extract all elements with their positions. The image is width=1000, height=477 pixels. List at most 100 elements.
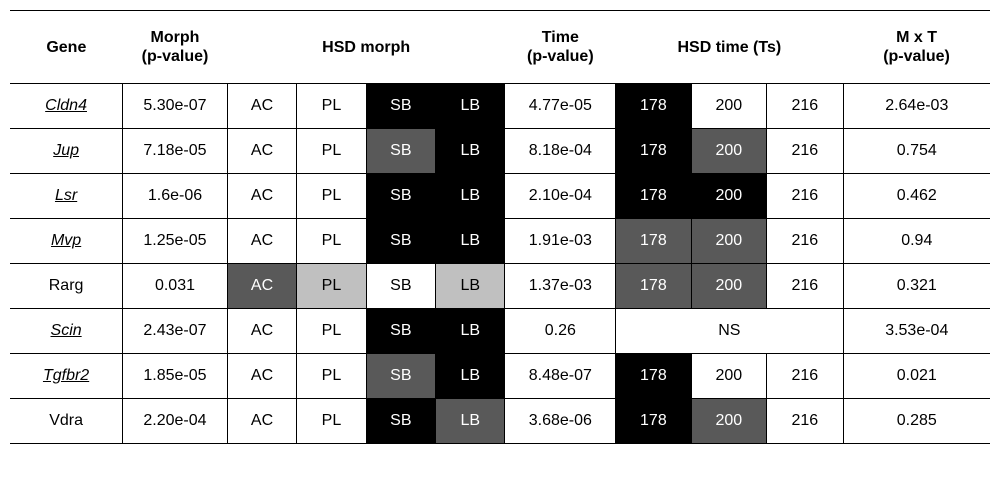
morph-pvalue-cell: 5.30e-07	[122, 83, 228, 129]
time-pvalue-cell: 8.18e-04	[504, 128, 617, 174]
mxt-pvalue-cell: 0.285	[842, 398, 990, 444]
hsd-time-200-cell: 200	[690, 83, 768, 129]
hsd-time-200-cell: 200	[690, 173, 768, 219]
hsd-morph-sb-cell: SB	[365, 308, 437, 354]
hsd-time-200-cell: 200	[690, 128, 768, 174]
header-mxt: M x T (p-value)	[843, 11, 990, 84]
table-row: Mvp 1.25e-05 AC PL SB LB 1.91e-03 178 200 216 0.94	[10, 218, 990, 264]
time-pvalue-cell: 4.77e-05	[504, 83, 617, 129]
hsd-morph-ac-cell: AC	[226, 218, 298, 264]
hsd-time-216-cell: 216	[766, 83, 844, 129]
gene-cell: Lsr	[10, 173, 124, 219]
hsd-time-178-cell: 178	[615, 398, 692, 444]
hsd-morph-lb-cell: LB	[435, 398, 506, 444]
hsd-morph-sb-cell: SB	[365, 218, 437, 264]
mxt-pvalue-cell: 3.53e-04	[842, 308, 990, 354]
header-row: Gene Morph (p-value) HSD morph Time (p-v…	[10, 10, 990, 84]
hsd-time-ns-cell: NS	[615, 308, 844, 354]
hsd-morph-ac-cell: AC	[226, 398, 298, 444]
hsd-morph-lb-cell: LB	[435, 353, 506, 399]
table-row: Jup 7.18e-05 AC PL SB LB 8.18e-04 178 200 216 0.75…	[10, 128, 990, 174]
hsd-morph-sb-cell: SB	[365, 128, 437, 174]
hsd-morph-lb-cell: LB	[435, 83, 506, 129]
header-mxt-line2: (p-value)	[883, 48, 950, 65]
table-row: Cldn4 5.30e-07 AC PL SB LB 4.77e-05 178 200 216 2.…	[10, 83, 990, 129]
header-morph-line1: Morph	[150, 29, 200, 46]
hsd-morph-pl-cell: PL	[296, 83, 367, 129]
hsd-time-216-cell: 216	[766, 353, 844, 399]
morph-pvalue-cell: 1.6e-06	[122, 173, 228, 219]
hsd-morph-lb-cell: LB	[435, 173, 506, 219]
header-morph-line2: (p-value)	[141, 48, 209, 65]
hsd-time-216-cell: 216	[766, 218, 844, 264]
hsd-time-178-cell: 178	[615, 83, 692, 129]
mxt-pvalue-cell: 0.94	[842, 218, 990, 264]
hsd-morph-ac-cell: AC	[226, 263, 298, 309]
hsd-time-178-cell: 178	[615, 218, 692, 264]
hsd-morph-sb-cell: SB	[365, 173, 437, 219]
hsd-morph-sb-cell: SB	[365, 398, 437, 444]
hsd-time-178-cell: 178	[615, 128, 692, 174]
gene-name: Mvp	[50, 232, 82, 249]
results-table-container: Gene Morph (p-value) HSD morph Time (p-v…	[10, 10, 990, 444]
gene-name: Scin	[50, 322, 82, 339]
mxt-pvalue-cell: 0.021	[842, 353, 990, 399]
morph-pvalue-cell: 0.031	[122, 263, 228, 309]
hsd-time-178-cell: 178	[615, 173, 692, 219]
gene-cell: Cldn4	[10, 83, 124, 129]
time-pvalue-cell: 1.91e-03	[504, 218, 617, 264]
gene-name: Jup	[53, 142, 79, 159]
table-row: Lsr 1.6e-06 AC PL SB LB 2.10e-04 178 200 216 0.462	[10, 173, 990, 219]
mxt-pvalue-cell: 0.321	[842, 263, 990, 309]
hsd-morph-pl-cell: PL	[296, 128, 367, 174]
hsd-time-216-cell: 216	[766, 398, 844, 444]
morph-pvalue-cell: 2.20e-04	[122, 398, 228, 444]
hsd-time-200-cell: 200	[690, 398, 768, 444]
gene-cell: Rarg	[10, 263, 124, 309]
header-hsd-morph: HSD morph	[322, 38, 411, 56]
header-time-line2: (p-value)	[526, 48, 594, 65]
gene-name: Rarg	[48, 277, 84, 294]
table-row: Rarg 0.031 AC PL SB LB 1.37e-03 178 200 216 0.321	[10, 263, 990, 309]
hsd-morph-sb-cell: SB	[365, 83, 437, 129]
hsd-morph-sb-cell: SB	[365, 353, 437, 399]
hsd-morph-lb-cell: LB	[435, 308, 506, 354]
hsd-morph-lb-cell: LB	[435, 218, 506, 264]
gene-name: Tgfbr2	[42, 367, 90, 384]
time-pvalue-cell: 2.10e-04	[504, 173, 617, 219]
morph-pvalue-cell: 1.85e-05	[122, 353, 228, 399]
time-pvalue-cell: 3.68e-06	[504, 398, 617, 444]
table-row: Tgfbr2 1.85e-05 AC PL SB LB 8.48e-07 178 200 216 0…	[10, 353, 990, 399]
gene-results-table: Gene Morph (p-value) HSD morph Time (p-v…	[10, 10, 990, 444]
hsd-morph-pl-cell: PL	[296, 173, 367, 219]
hsd-morph-lb-cell: LB	[435, 128, 506, 174]
hsd-morph-ac-cell: AC	[226, 353, 298, 399]
hsd-morph-sb-cell: SB	[365, 263, 437, 309]
hsd-morph-lb-cell: LB	[435, 263, 506, 309]
table-row: Vdra 2.20e-04 AC PL SB LB 3.68e-06 178 200 216 0.2…	[10, 398, 990, 444]
header-gene: Gene	[46, 38, 87, 56]
hsd-morph-ac-cell: AC	[226, 128, 298, 174]
hsd-time-200-cell: 200	[690, 218, 768, 264]
gene-name: Lsr	[54, 187, 78, 204]
hsd-morph-ac-cell: AC	[226, 173, 298, 219]
gene-cell: Tgfbr2	[10, 353, 124, 399]
header-time-line1: Time	[541, 29, 579, 46]
header-mxt-line1: M x T	[896, 29, 937, 46]
hsd-morph-pl-cell: PL	[296, 218, 367, 264]
morph-pvalue-cell: 2.43e-07	[122, 308, 228, 354]
gene-cell: Vdra	[10, 398, 124, 444]
mxt-pvalue-cell: 0.462	[842, 173, 990, 219]
time-pvalue-cell: 0.26	[504, 308, 617, 354]
hsd-time-216-cell: 216	[766, 128, 844, 174]
time-pvalue-cell: 1.37e-03	[504, 263, 617, 309]
gene-name: Cldn4	[45, 97, 87, 114]
hsd-time-200-cell: 200	[690, 263, 768, 309]
gene-cell: Mvp	[10, 218, 124, 264]
morph-pvalue-cell: 7.18e-05	[122, 128, 228, 174]
hsd-time-216-cell: 216	[766, 173, 844, 219]
morph-pvalue-cell: 1.25e-05	[122, 218, 228, 264]
hsd-time-200-cell: 200	[690, 353, 768, 399]
table-row: Scin 2.43e-07 AC PL SB LB 0.26 NS 3.53e-04	[10, 308, 990, 354]
hsd-morph-pl-cell: PL	[296, 353, 367, 399]
